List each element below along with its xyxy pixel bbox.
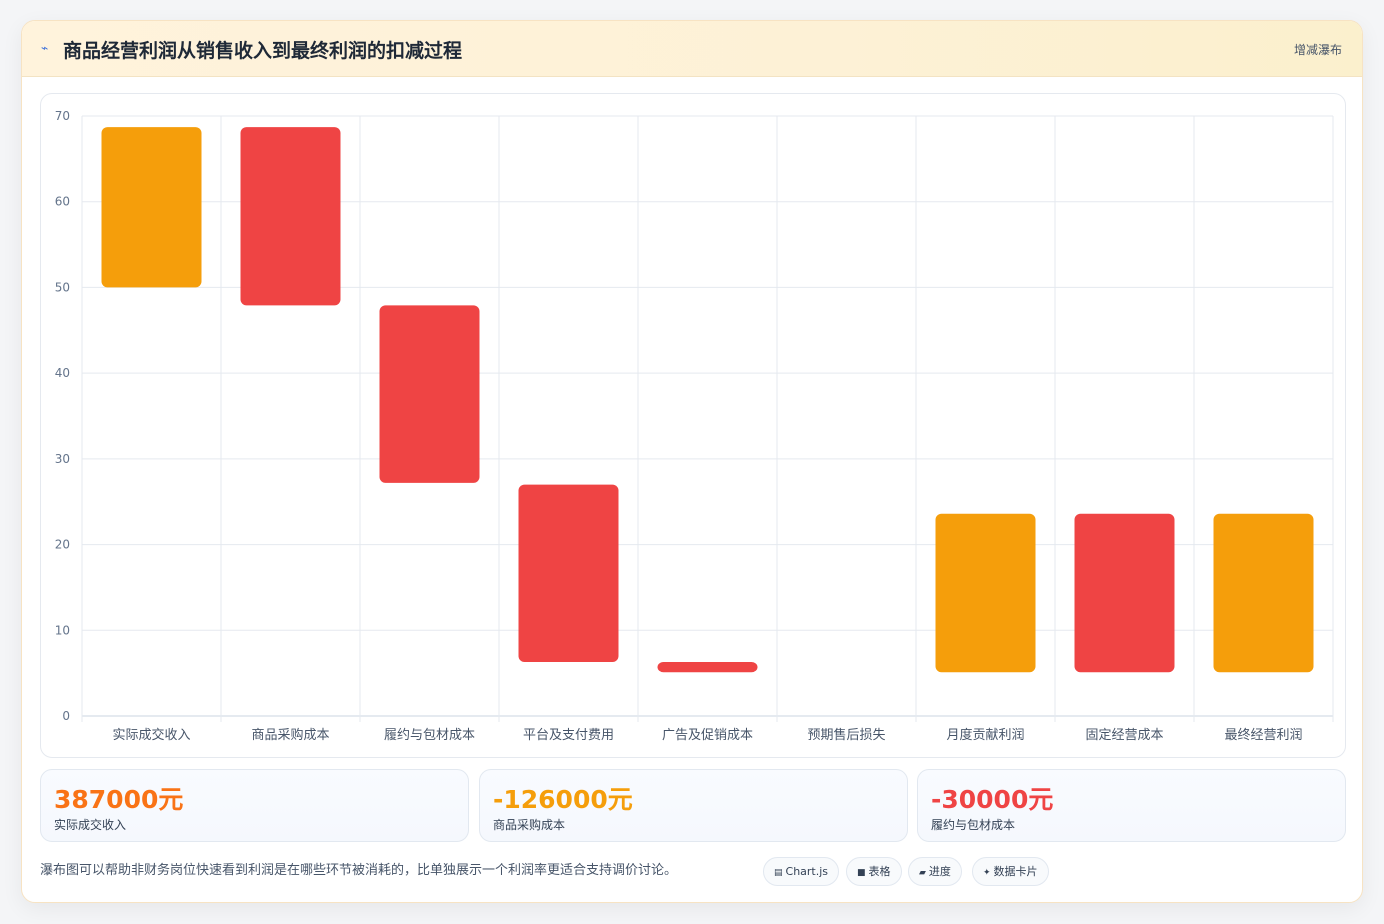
- waterfall-chart: 0 10 20 30 40 50 60 70 实际成交收入 商品采购成本 履约与包材成本 平台及支付费…: [55, 109, 1334, 743]
- x-tick-label: 预期售后损失: [807, 727, 885, 743]
- stat-value: -30000元: [931, 785, 1054, 814]
- waterfall-bar: [101, 127, 202, 288]
- waterfall-bar: [1213, 513, 1314, 673]
- y-tick-label: 50: [55, 280, 70, 294]
- x-tick-label: 实际成交收入: [112, 727, 190, 743]
- x-tick-label: 广告及促销成本: [662, 728, 753, 743]
- waterfall-bar: [518, 484, 619, 662]
- progress-icon: ▰: [919, 868, 926, 878]
- data-card-icon: ✦: [983, 868, 991, 878]
- stat-value: 387000元: [54, 785, 184, 814]
- tag-chartjs[interactable]: ▤ Chart.js: [763, 857, 840, 886]
- stat-card-revenue: 387000元 实际成交收入: [40, 769, 469, 842]
- y-tick-label: 20: [55, 538, 70, 552]
- waterfall-bar: [935, 513, 1036, 673]
- x-tick-label: 商品采购成本: [251, 727, 329, 743]
- chart-icon: ▤: [774, 868, 783, 878]
- chart-footnote: 瀑布图可以帮助非财务岗位快速看到利润是在哪些环节被消耗的，比单独展示一个利润率更…: [40, 863, 678, 878]
- stat-card-fulfillment-cost: -30000元 履约与包材成本: [917, 769, 1346, 842]
- y-tick-label: 10: [55, 623, 70, 637]
- x-tick-label: 月度贡献利润: [946, 727, 1024, 743]
- card-header: ⌁ 商品经营利润从销售收入到最终利润的扣减过程 增减瀑布: [22, 21, 1362, 77]
- stat-label: 实际成交收入: [54, 818, 127, 832]
- y-tick-label: 30: [55, 452, 70, 466]
- page-title: 商品经营利润从销售收入到最终利润的扣减过程: [63, 40, 463, 62]
- y-tick-label: 40: [55, 366, 70, 380]
- x-tick-label: 履约与包材成本: [384, 728, 475, 743]
- x-tick-label: 平台及支付费用: [523, 728, 614, 743]
- tag-table[interactable]: ■ 表格: [846, 857, 902, 886]
- tag-data-card[interactable]: ✦ 数据卡片: [972, 857, 1049, 886]
- waterfall-bar: [657, 662, 758, 673]
- stat-value: -126000元: [493, 785, 633, 814]
- y-tick-label: 70: [55, 109, 70, 123]
- tag-label: 表格: [868, 865, 891, 878]
- tag-progress[interactable]: ▰ 进度: [908, 857, 962, 886]
- chart-trend-icon: ⌁: [41, 41, 49, 55]
- tag-label: Chart.js: [785, 865, 829, 878]
- waterfall-chart-panel: 0 10 20 30 40 50 60 70 实际成交收入 商品采购成本 履约与包材成本 平台及支付费…: [40, 93, 1346, 758]
- y-tick-label: 0: [62, 709, 70, 723]
- stat-label: 履约与包材成本: [931, 818, 1016, 832]
- tag-label: 进度: [928, 865, 951, 878]
- tag-label: 数据卡片: [993, 865, 1038, 878]
- stat-card-purchase-cost: -126000元 商品采购成本: [479, 769, 908, 842]
- y-tick-label: 60: [55, 195, 70, 209]
- stat-label: 商品采购成本: [493, 818, 566, 832]
- x-tick-label: 固定经营成本: [1085, 728, 1163, 743]
- waterfall-bar: [1074, 513, 1175, 673]
- table-icon: ■: [857, 868, 866, 878]
- x-tick-label: 最终经营利润: [1224, 727, 1302, 743]
- chart-card: ⌁ 商品经营利润从销售收入到最终利润的扣减过程 增减瀑布 0 10 20 30 40 50…: [21, 20, 1363, 903]
- waterfall-bar: [379, 305, 480, 483]
- waterfall-bar: [240, 127, 341, 306]
- chart-type-badge: 增减瀑布: [1293, 43, 1342, 57]
